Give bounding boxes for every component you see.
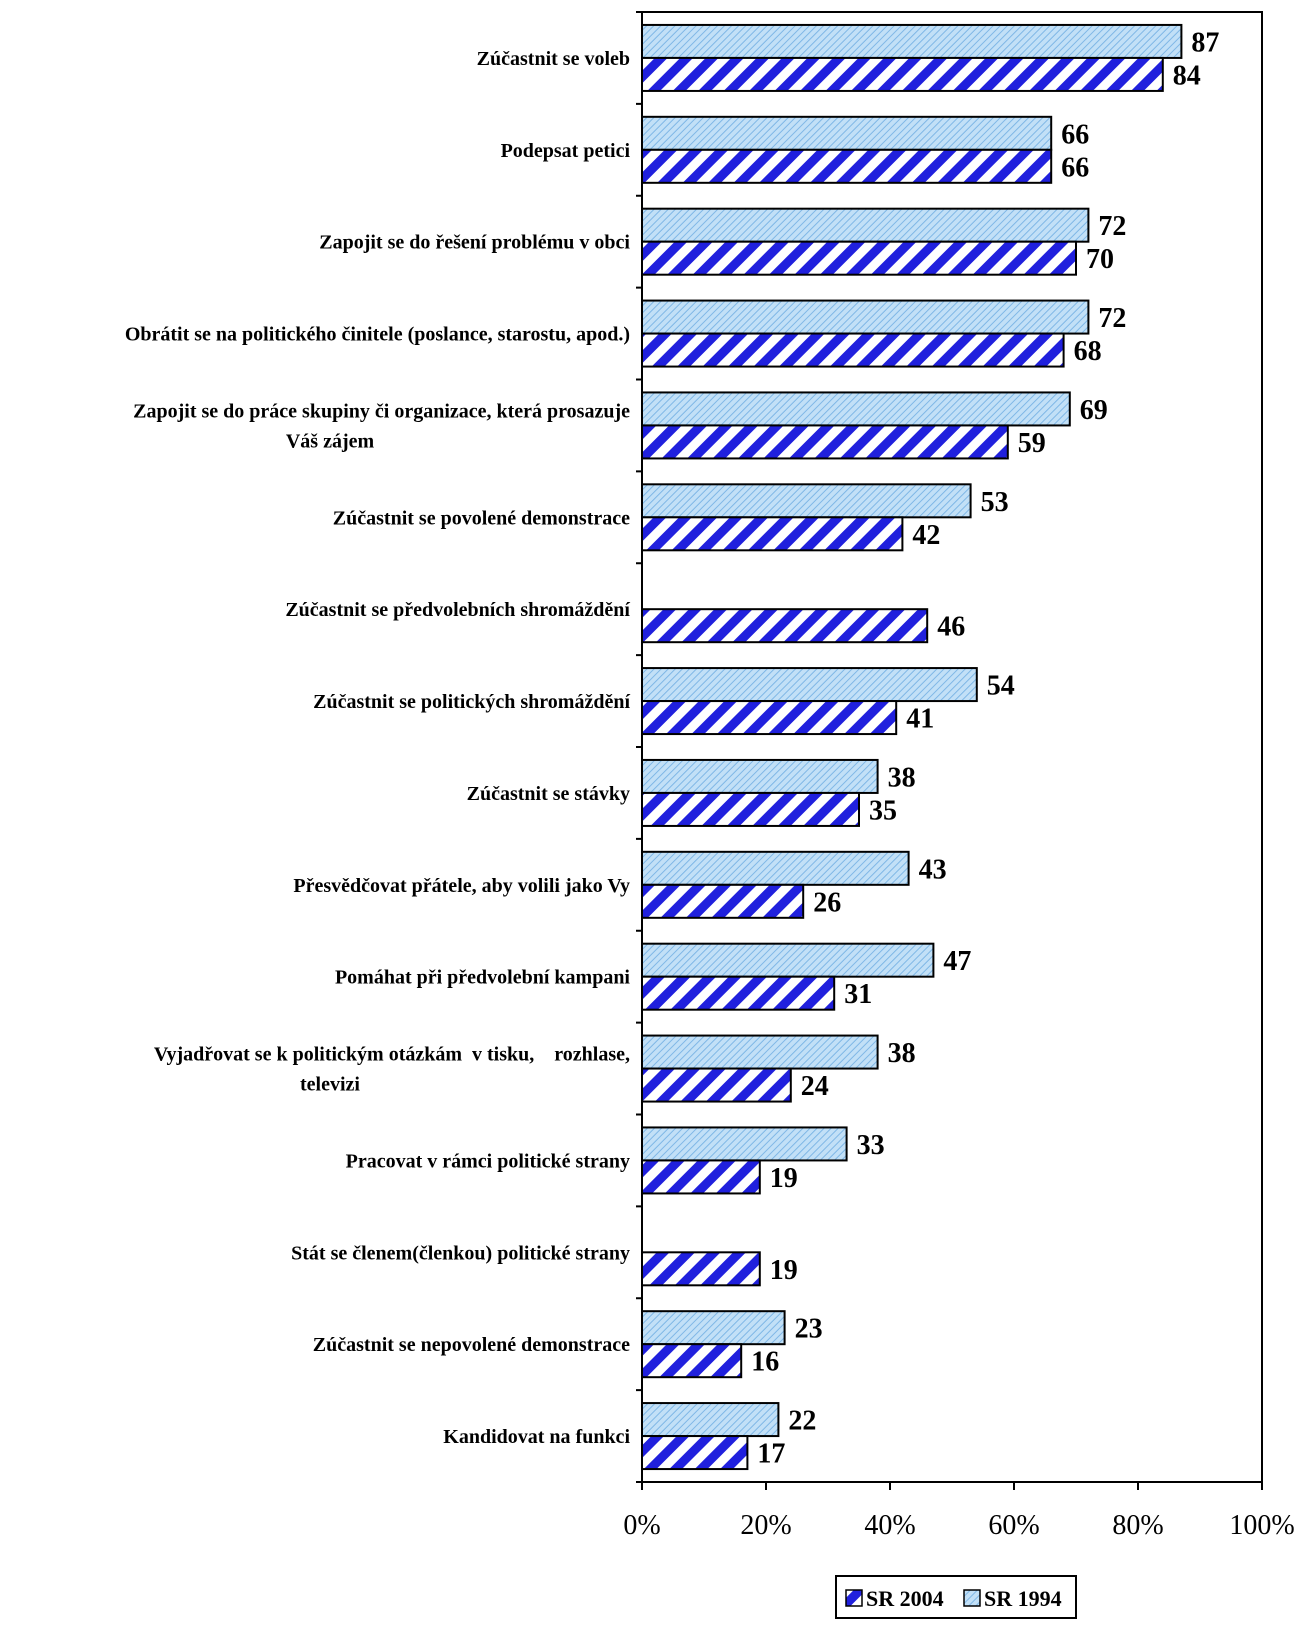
category-label-11: Vyjadřovat se k politickým otázkám v tis… bbox=[154, 1044, 630, 1066]
value-label-sr-2004-14: 16 bbox=[751, 1347, 779, 1378]
value-label-sr-1994-2: 72 bbox=[1098, 211, 1126, 242]
bar-sr-2004-7 bbox=[641, 700, 898, 736]
bar-sr-2004-0 bbox=[641, 56, 1164, 92]
bar-sr-2004-1 bbox=[641, 148, 1053, 184]
category-label-4: Váš zájem bbox=[286, 430, 375, 452]
x-tick-label-5: 100% bbox=[1229, 1510, 1294, 1541]
category-label-2: Zapojit se do řešení problému v obci bbox=[319, 232, 630, 254]
category-label-9: Přesvědčovat přátele, aby volili jako Vy bbox=[293, 875, 630, 897]
bar-sr-2004-10 bbox=[641, 975, 836, 1011]
value-label-sr-1994-3: 72 bbox=[1098, 303, 1126, 334]
bar-sr-2004-6 bbox=[641, 608, 929, 644]
value-label-sr-2004-13: 19 bbox=[770, 1255, 798, 1286]
value-label-sr-2004-11: 24 bbox=[801, 1071, 829, 1102]
value-label-sr-1994-7: 54 bbox=[987, 671, 1015, 702]
category-label-11: televizi bbox=[300, 1074, 360, 1096]
value-label-sr-1994-4: 69 bbox=[1080, 395, 1108, 426]
category-label-8: Zúčastnit se stávky bbox=[467, 783, 630, 805]
bar-sr-2004-9 bbox=[641, 883, 805, 919]
value-label-sr-1994-9: 43 bbox=[919, 854, 947, 885]
category-label-6: Zúčastnit se předvolebních shromáždění bbox=[285, 599, 630, 621]
category-label-1: Podepsat petici bbox=[501, 140, 631, 162]
value-label-sr-2004-1: 66 bbox=[1061, 152, 1089, 183]
value-label-sr-2004-5: 42 bbox=[912, 520, 940, 551]
value-label-sr-2004-0: 84 bbox=[1173, 60, 1201, 91]
value-label-sr-2004-3: 68 bbox=[1074, 336, 1102, 367]
value-labels: 8784666672707268695953424654413835432647… bbox=[751, 27, 1219, 1469]
category-label-13: Stát se členem(členkou) politické strany bbox=[291, 1242, 630, 1264]
value-label-sr-1994-1: 66 bbox=[1061, 119, 1089, 150]
category-label-7: Zúčastnit se politických shromáždění bbox=[313, 691, 630, 713]
category-label-5: Zúčastnit se povolené demonstrace bbox=[333, 507, 630, 529]
category-label-12: Pracovat v rámci politické strany bbox=[346, 1150, 630, 1172]
bar-sr-1994-4 bbox=[641, 391, 1071, 427]
value-label-sr-1994-5: 53 bbox=[981, 487, 1009, 518]
bar-sr-2004-11 bbox=[641, 1067, 792, 1103]
bar-sr-2004-14 bbox=[641, 1343, 743, 1379]
axes: 0% 20% 40% 60% 80% 100% bbox=[623, 11, 1295, 1541]
x-tick-label-1: 20% bbox=[740, 1510, 791, 1541]
bar-sr-1994-14 bbox=[641, 1310, 786, 1346]
bar-sr-1994-12 bbox=[641, 1126, 848, 1162]
value-label-sr-2004-7: 41 bbox=[906, 704, 934, 735]
legend-swatch-sr-1994 bbox=[963, 1589, 981, 1607]
bar-sr-2004-2 bbox=[641, 240, 1077, 276]
bar-sr-2004-15 bbox=[641, 1435, 749, 1471]
category-labels: Zúčastnit se voleb Podepsat petici Zapojit… bbox=[125, 48, 631, 1448]
category-label-0: Zúčastnit se voleb bbox=[477, 48, 630, 70]
x-tick-label-0: 0% bbox=[623, 1510, 660, 1541]
bar-sr-1994-5 bbox=[641, 483, 972, 519]
legend-swatch-sr-2004 bbox=[845, 1589, 863, 1607]
value-label-sr-2004-8: 35 bbox=[869, 795, 897, 826]
legend-box bbox=[835, 1575, 1077, 1619]
bar-sr-2004-13 bbox=[641, 1251, 761, 1287]
value-label-sr-2004-15: 17 bbox=[757, 1439, 785, 1470]
x-tick-label-2: 40% bbox=[864, 1510, 915, 1541]
value-label-sr-1994-10: 47 bbox=[943, 946, 971, 977]
x-tick-label-3: 60% bbox=[988, 1510, 1039, 1541]
bar-sr-2004-12 bbox=[641, 1159, 761, 1195]
legend: SR 2004 SR 1994 bbox=[835, 1575, 1077, 1619]
bar-sr-1994-8 bbox=[641, 758, 879, 794]
value-label-sr-2004-9: 26 bbox=[813, 887, 841, 918]
bar-sr-1994-15 bbox=[641, 1402, 780, 1438]
bars bbox=[641, 23, 1183, 1471]
value-label-sr-2004-4: 59 bbox=[1018, 428, 1046, 459]
bar-sr-2004-4 bbox=[641, 424, 1009, 460]
bar-sr-1994-7 bbox=[641, 667, 978, 703]
bar-sr-1994-3 bbox=[641, 299, 1090, 335]
bar-sr-1994-10 bbox=[641, 942, 935, 978]
value-label-sr-1994-14: 23 bbox=[795, 1314, 823, 1345]
category-label-10: Pomáhat při předvolební kampani bbox=[335, 967, 630, 989]
legend-label-sr-1994: SR 1994 bbox=[984, 1586, 1062, 1611]
value-label-sr-1994-12: 33 bbox=[857, 1130, 885, 1161]
value-label-sr-1994-11: 38 bbox=[888, 1038, 916, 1069]
category-label-14: Zúčastnit se nepovolené demonstrace bbox=[313, 1334, 630, 1356]
bar-sr-2004-8 bbox=[641, 791, 860, 827]
category-label-4: Zapojit se do práce skupiny či organizac… bbox=[133, 400, 630, 422]
category-label-15: Kandidovat na funkci bbox=[443, 1426, 630, 1448]
bar-sr-2004-5 bbox=[641, 516, 904, 552]
bar-sr-2004-3 bbox=[641, 332, 1065, 368]
x-tick-label-4: 80% bbox=[1112, 1510, 1163, 1541]
value-label-sr-2004-2: 70 bbox=[1086, 244, 1114, 275]
bar-sr-1994-0 bbox=[641, 23, 1183, 59]
value-label-sr-1994-8: 38 bbox=[888, 762, 916, 793]
category-label-3: Obrátit se na politického činitele (posl… bbox=[125, 324, 630, 346]
bar-sr-1994-11 bbox=[641, 1034, 879, 1070]
legend-label-sr-2004: SR 2004 bbox=[866, 1586, 944, 1611]
bar-sr-1994-2 bbox=[641, 207, 1090, 243]
value-label-sr-2004-10: 31 bbox=[844, 979, 872, 1010]
value-label-sr-2004-12: 19 bbox=[770, 1163, 798, 1194]
bar-sr-1994-1 bbox=[641, 115, 1053, 151]
value-label-sr-2004-6: 46 bbox=[937, 612, 965, 643]
bar-sr-1994-9 bbox=[641, 850, 910, 886]
value-label-sr-1994-0: 87 bbox=[1191, 27, 1219, 58]
value-label-sr-1994-15: 22 bbox=[788, 1406, 816, 1437]
